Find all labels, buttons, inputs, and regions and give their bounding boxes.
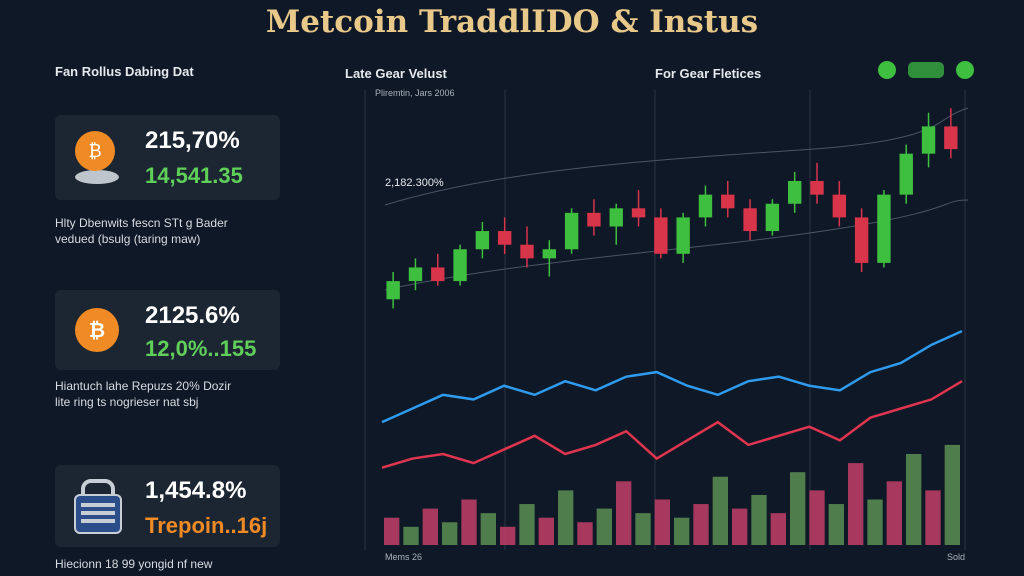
card-sub: 12,0%..155 — [145, 336, 257, 361]
card-sub: Trepoin..16j — [145, 513, 268, 538]
volume-bar — [654, 499, 670, 545]
volume-bar — [674, 517, 690, 545]
trend-curve — [384, 199, 969, 291]
trend-curve — [384, 107, 969, 206]
volume-bar — [442, 522, 458, 545]
candle-body — [498, 231, 512, 245]
candle-body — [408, 267, 423, 282]
candle-body — [676, 217, 690, 254]
volume-bar — [616, 481, 632, 545]
candle-body — [944, 126, 958, 150]
volume-bar — [770, 513, 786, 545]
caption-line: Hiecionn 18 99 yongid nf new — [55, 557, 213, 571]
candle-body — [609, 208, 623, 227]
candle-body — [899, 153, 913, 195]
candle-body — [743, 208, 757, 232]
volume-bar — [732, 508, 748, 545]
card: ₿ 2125.6% 12,0%..155 — [55, 290, 280, 370]
candle-body — [877, 194, 891, 263]
candle-body — [698, 194, 713, 218]
volume-bar — [500, 526, 516, 545]
volume-bar — [403, 526, 419, 545]
chart-note: Pliremtin, Jars 2006 — [375, 88, 455, 98]
chart-title: Late Gear Velust — [345, 66, 448, 81]
volume-bar — [867, 499, 883, 545]
caption-line: vedued (bsulg (taring maw) — [55, 232, 201, 246]
card-value: 215,70% — [145, 127, 240, 154]
volume-bar — [480, 513, 496, 545]
candle-body — [564, 212, 579, 250]
candle-body — [431, 267, 445, 282]
caption: Hiantuch lahe Repuzs 20% Dozir lite ring … — [55, 378, 231, 410]
caption: Hlty Dbenwits fescn STt g Bader vedued (b… — [55, 215, 228, 247]
candle-body — [386, 281, 400, 300]
caption-line: lite ring ts nogrieser nat sbj — [55, 395, 199, 409]
chart-subtitle: For Gear Fletices — [655, 66, 761, 81]
line-series — [381, 330, 963, 424]
candle-body — [654, 217, 668, 254]
line-series — [381, 380, 963, 469]
caption-line: Hiantuch lahe Repuzs 20% Dozir — [55, 379, 232, 393]
volume-bar — [751, 494, 767, 545]
volume-bar — [790, 472, 806, 545]
grid — [364, 90, 966, 550]
volume-bar — [712, 476, 728, 545]
x-start: Mems 26 — [385, 552, 422, 562]
caption: Hiecionn 18 99 yongid nf new — [55, 556, 212, 572]
volume-bar — [925, 490, 941, 545]
volume-bar — [809, 490, 825, 545]
candle-body — [832, 194, 846, 218]
candle-body — [788, 181, 802, 204]
volume-bar — [596, 508, 612, 545]
volume-bar — [461, 499, 477, 545]
title: Metcoin TraddlIDO & Instus — [265, 4, 759, 40]
left-title: Fan Rollus Dabing Dat — [55, 64, 194, 79]
candle-body — [542, 249, 556, 259]
coin-icon: ₿ — [75, 131, 119, 184]
volume-bar — [519, 504, 535, 545]
annotation: 2,182.300% — [385, 177, 444, 189]
card: ₿ 215,70% 14,541.35 — [55, 115, 280, 200]
caption-line: Hlty Dbenwits fescn STt g Bader — [55, 216, 228, 230]
volume-bar — [828, 504, 844, 545]
candle-body — [765, 203, 780, 232]
volume-bar — [944, 444, 960, 545]
wallet-icon — [74, 479, 122, 534]
volume-bar — [906, 454, 922, 545]
card-value: 1,454.8% — [145, 477, 247, 504]
volume-bar — [848, 463, 864, 545]
volume-bar — [538, 517, 554, 545]
svg-text:₿: ₿ — [88, 141, 101, 161]
candle-body — [854, 217, 869, 263]
candle-body — [810, 181, 824, 195]
svg-text:₿: ₿ — [89, 320, 105, 342]
volume-bar — [635, 513, 651, 545]
volume-bar — [384, 517, 400, 545]
candle-body — [721, 194, 735, 209]
toolbar-icons — [878, 61, 974, 79]
card-sub: 14,541.35 — [145, 163, 243, 188]
candle-body — [520, 244, 534, 259]
volume-bar — [577, 522, 593, 545]
candle-body — [921, 126, 936, 154]
candle-body — [453, 249, 467, 282]
volume-bar — [886, 481, 902, 545]
candle-body — [631, 208, 646, 218]
card-value: 2125.6% — [145, 302, 240, 329]
volume-bar — [558, 490, 574, 545]
x-end: Sold — [947, 552, 965, 562]
volume-bar — [693, 504, 709, 545]
candle-body — [587, 212, 601, 227]
coin-icon: ₿ — [75, 308, 119, 352]
volume-bar — [422, 508, 438, 545]
candle-body — [475, 231, 490, 250]
card: 1,454.8% Trepoin..16j — [55, 465, 280, 547]
